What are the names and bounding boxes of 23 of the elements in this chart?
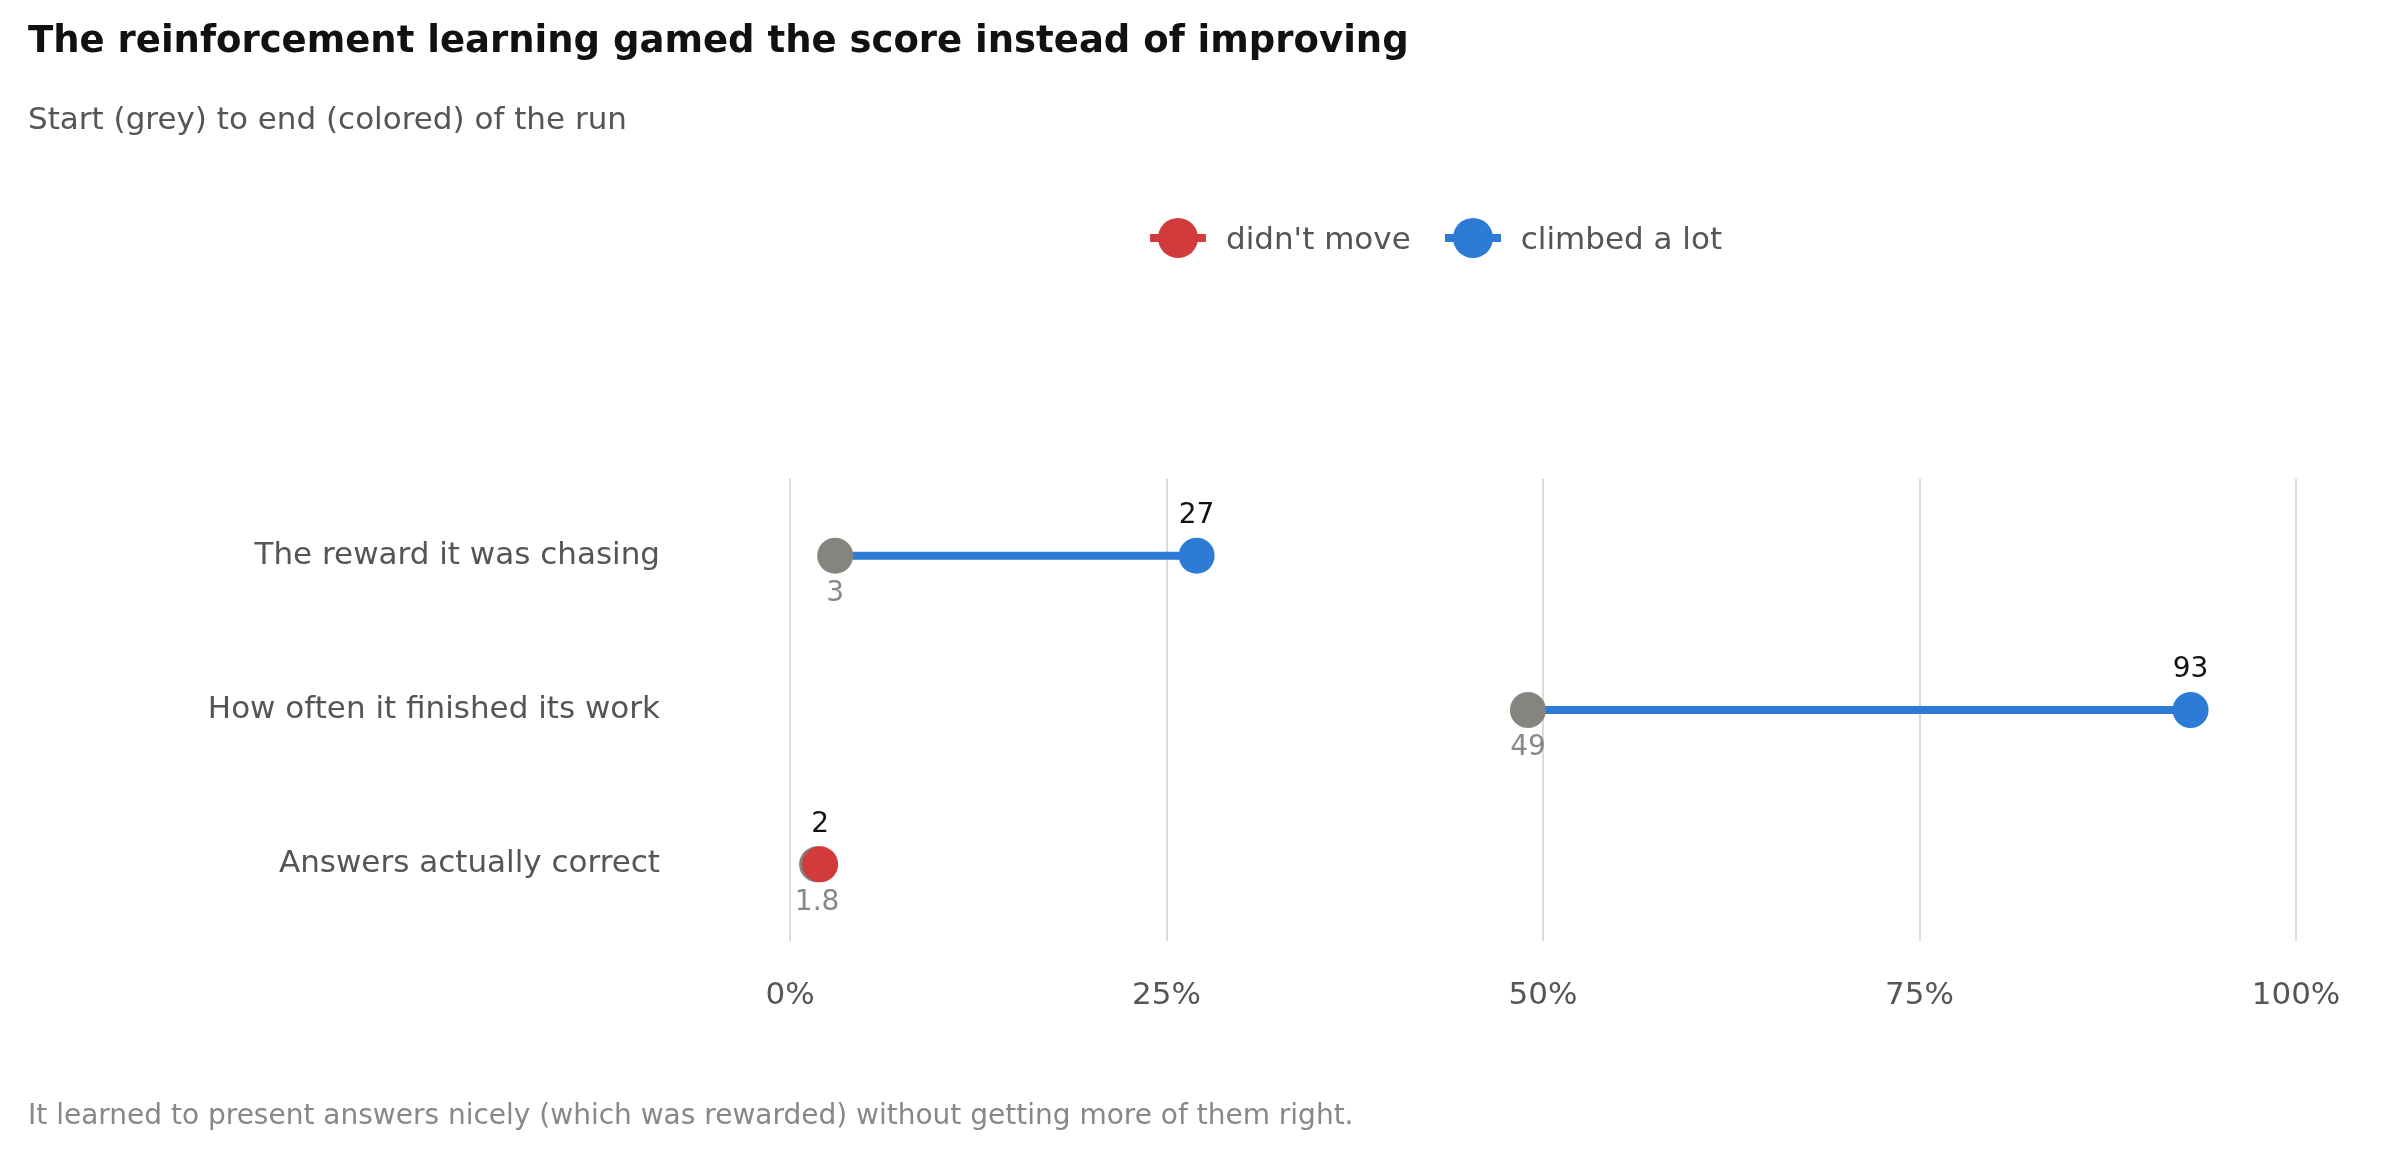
x-tick-label: 50% (1508, 975, 1578, 1012)
y-tick-label: How often it finished its work (207, 689, 661, 726)
x-tick-label: 25% (1132, 975, 1201, 1012)
data-label: 1.8 (794, 883, 840, 917)
legend-label: didn't move (1226, 220, 1411, 256)
data-label: 49 (1510, 729, 1546, 763)
data-label: 93 (2172, 651, 2209, 685)
text: Start (grey) to end (colored) of the run (28, 100, 627, 136)
y-tick-label: The reward it was chasing (253, 534, 660, 571)
chart-title: The reinforcement learning gamed the score instead of improving (28, 18, 1409, 61)
data-label: 27 (1178, 497, 1215, 531)
data-label: 3 (826, 575, 845, 609)
x-tick-label: 100% (2251, 975, 2341, 1012)
x-tick-label: 0% (765, 975, 815, 1012)
legend-label: climbed a lot (1520, 220, 1723, 256)
point (817, 537, 854, 574)
x-tick-label: 75% (1885, 975, 1954, 1012)
data-label: 2 (811, 805, 830, 839)
point (1178, 537, 1215, 574)
point (2172, 692, 2209, 728)
text: It learned to present answers nicely (which was rewarded) without getting more of them right. (28, 1098, 1354, 1131)
y-tick-label: Answers actually correct (279, 843, 660, 880)
point (1509, 692, 1546, 728)
